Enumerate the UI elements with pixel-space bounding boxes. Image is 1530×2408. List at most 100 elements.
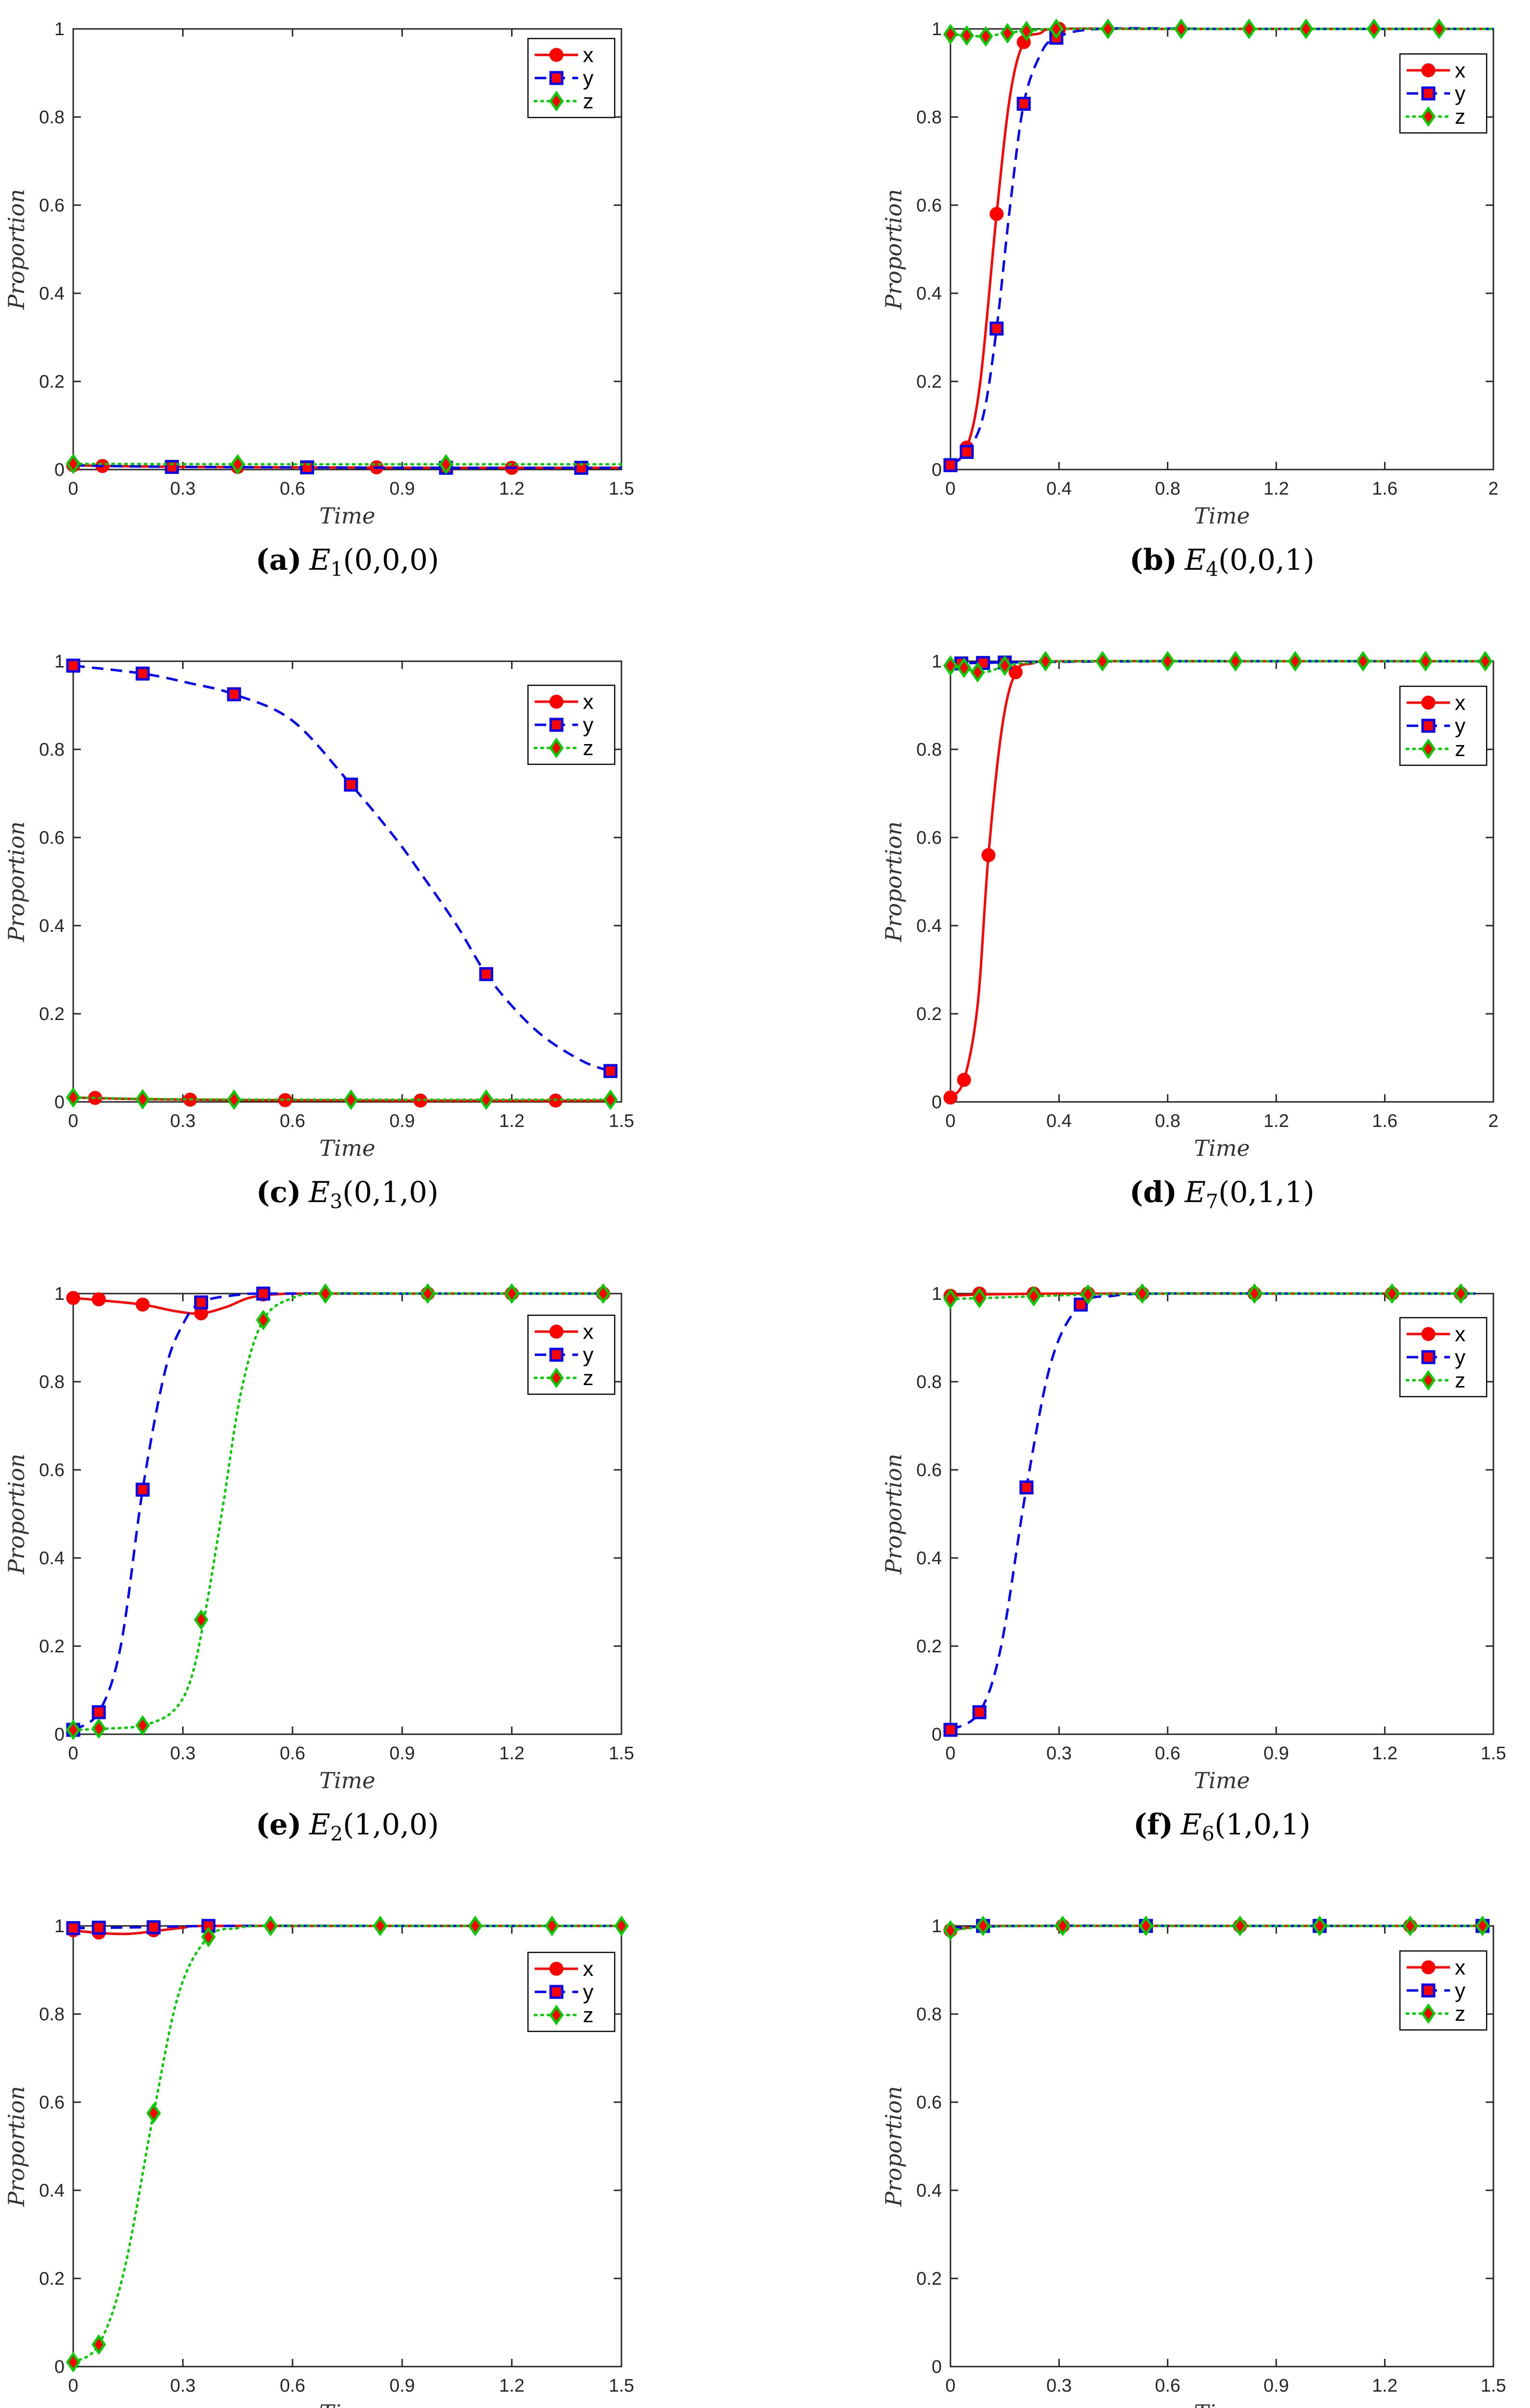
caption-label: (a) (255, 543, 302, 577)
panel-caption: (b) E4(0,0,1) (950, 543, 1493, 596)
y-tick-label: 0.2 (39, 372, 65, 392)
caption-equilibrium: E3(0,1,0) (309, 1176, 438, 1211)
plot-h: 0 0.3 0.6 0.9 1.2 1.5 0 0.2 0.4 0.6 0.8 1 Time Propor… (765, 1897, 1530, 2408)
caption-eq-subscript: 3 (330, 1190, 343, 1213)
x-tick-label: 0.4 (1046, 479, 1072, 499)
caption-eq-symbol: E (1185, 543, 1206, 577)
panel-g: 0 0.3 0.6 0.9 1.2 1.5 0 0.2 0.4 0.6 0.8 1 Time Propor… (0, 1897, 765, 2408)
series-z (66, 1087, 618, 1110)
y-tick-label: 0.4 (916, 916, 942, 936)
y-axis-label: Proportion (3, 2086, 29, 2207)
caption-eq-symbol: E (1181, 1808, 1202, 1842)
y-tick-label: 0.2 (916, 372, 942, 392)
legend-label-y: y (1455, 714, 1465, 738)
x-axis-label: Time (319, 1135, 375, 1161)
chart-canvas-h: 0 0.3 0.6 0.9 1.2 1.5 0 0.2 0.4 0.6 0.8 1 Time Propor… (881, 1915, 1506, 2408)
plot-c: 0 0.3 0.6 0.9 1.2 1.5 0 0.2 0.4 0.6 0.8 1 Time Propor… (0, 632, 765, 1265)
caption-label: (b) (1129, 543, 1177, 577)
y-tick-label: 1 (932, 1916, 942, 1937)
panel-h: 0 0.3 0.6 0.9 1.2 1.5 0 0.2 0.4 0.6 0.8 1 Time Propor… (765, 1897, 1530, 2408)
y-tick-label: 0.6 (39, 196, 65, 216)
y-tick-label: 1 (54, 1916, 65, 1937)
x-tick-label: 1.2 (1264, 1111, 1289, 1131)
legend: xyz (527, 1951, 616, 2032)
legend-label-y: y (1455, 1346, 1465, 1369)
legend-label-y: y (583, 1980, 594, 2004)
x-axis-label: Time (1194, 1767, 1250, 1793)
panel-caption: (f) E6(1,0,1) (950, 1808, 1493, 1861)
x-tick-label: 0.3 (170, 479, 196, 499)
y-tick-label: 1 (54, 19, 65, 39)
y-tick-label: 0.8 (39, 107, 65, 128)
legend-label-z: z (583, 90, 594, 113)
legend-label-x: x (583, 1320, 594, 1344)
caption-label: (d) (1129, 1176, 1177, 1209)
caption-eq-args: (0,1,1) (1218, 1176, 1315, 1209)
caption-eq-symbol: E (309, 1176, 330, 1209)
y-tick-label: 1 (54, 652, 65, 672)
x-tick-label: 1.5 (1481, 2376, 1506, 2396)
y-tick-label: 0.6 (916, 196, 942, 216)
legend: xyz (1399, 1950, 1488, 2031)
y-tick-label: 0.8 (916, 2004, 942, 2025)
plot-a: 0 0.3 0.6 0.9 1.2 1.5 0 0.2 0.4 0.6 0.8 1 Time Propor… (0, 0, 765, 632)
plot-b: 0 0.4 0.8 1.2 1.6 2 0 0.2 0.4 0.6 0.8 1 Time Proporti… (765, 0, 1530, 632)
series-z (66, 1283, 611, 1741)
y-tick-label: 0 (54, 1725, 65, 1745)
y-tick-label: 1 (932, 1284, 942, 1304)
chart-canvas-f: 0 0.3 0.6 0.9 1.2 1.5 0 0.2 0.4 0.6 0.8 1 Time Propor… (881, 1283, 1506, 1793)
series-y (66, 658, 618, 1078)
plot-g: 0 0.3 0.6 0.9 1.2 1.5 0 0.2 0.4 0.6 0.8 1 Time Propor… (0, 1897, 765, 2408)
x-tick-label: 1.2 (1264, 479, 1289, 499)
x-tick-label: 0.9 (389, 479, 415, 499)
y-tick-label: 1 (932, 652, 942, 672)
y-tick-label: 0.4 (39, 1548, 65, 1569)
y-tick-label: 0.8 (916, 107, 942, 128)
legend-label-x: x (1455, 59, 1465, 82)
x-tick-label: 0.4 (1046, 1111, 1072, 1131)
x-tick-label: 0.8 (1155, 479, 1180, 499)
y-tick-label: 0.4 (39, 2181, 65, 2201)
x-tick-label: 0.6 (280, 1743, 305, 1764)
x-tick-label: 1.2 (499, 1743, 525, 1764)
legend-label-x: x (583, 690, 594, 714)
x-axis-label: Time (1194, 503, 1250, 529)
series-z (943, 1283, 1477, 1309)
caption-label: (f) (1133, 1808, 1174, 1842)
caption-label: (e) (255, 1808, 302, 1842)
x-tick-label: 0 (68, 1743, 78, 1764)
y-tick-label: 0.4 (916, 1548, 942, 1569)
legend-label-y: y (1455, 82, 1465, 105)
x-tick-label: 0 (945, 479, 955, 499)
caption-eq-symbol: E (309, 543, 330, 577)
series-y (943, 1292, 1476, 1737)
x-tick-label: 0.6 (1155, 2376, 1180, 2396)
y-tick-label: 0.6 (916, 1460, 942, 1480)
panel-caption: (e) E2(1,0,0) (73, 1808, 621, 1861)
x-axis-label: Time (1194, 2400, 1250, 2408)
x-tick-label: 1.6 (1372, 479, 1398, 499)
panel-caption: (c) E3(0,1,0) (73, 1176, 621, 1229)
legend: xyz (1399, 685, 1488, 766)
caption-eq-args: (1,0,1) (1214, 1808, 1311, 1842)
panel-caption: (a) E1(0,0,0) (73, 543, 621, 596)
caption-label: (c) (256, 1176, 302, 1209)
caption-eq-symbol: E (309, 1808, 330, 1842)
caption-eq-args: (1,0,0) (343, 1808, 439, 1842)
legend-label-x: x (1455, 1956, 1465, 1979)
x-tick-label: 2 (1488, 479, 1498, 499)
legend-label-x: x (1455, 1322, 1465, 1346)
x-axis-label: Time (1194, 1135, 1250, 1161)
y-axis-label: Proportion (3, 821, 29, 942)
y-tick-label: 0.2 (39, 1004, 65, 1024)
y-tick-label: 0.4 (39, 284, 65, 304)
caption-eq-subscript: 1 (330, 558, 343, 581)
x-tick-label: 1.2 (499, 479, 525, 499)
x-tick-label: 1.5 (609, 1743, 634, 1764)
caption-equilibrium: E1(0,0,0) (309, 543, 439, 579)
panel-caption: (d) E7(0,1,1) (950, 1176, 1493, 1229)
x-tick-label: 0.3 (170, 1743, 196, 1764)
x-tick-label: 0.6 (280, 2376, 305, 2396)
x-tick-label: 0 (68, 1111, 78, 1131)
